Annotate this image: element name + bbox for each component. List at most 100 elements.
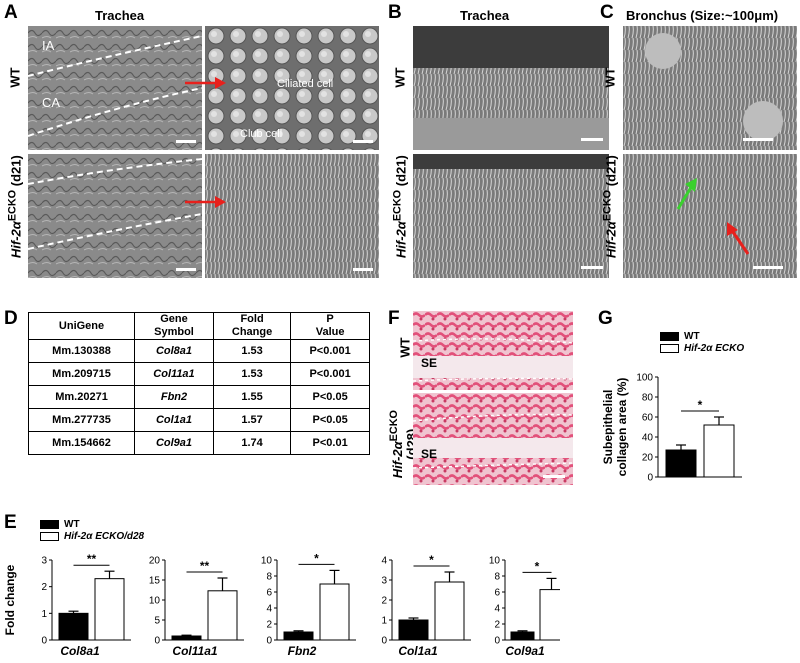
y-axis-label: collagen area (%): [615, 378, 629, 477]
y-tick-label: 0: [381, 636, 387, 647]
cell-unigene: Mm.277735: [27, 408, 136, 432]
cell-gene-symbol: Col8a1: [134, 339, 214, 363]
sem-b-ko: [413, 154, 609, 278]
cell-unigene: Mm.20271: [27, 385, 136, 409]
cell-p-value: P<0.01: [290, 431, 370, 455]
y-tick-label: 4: [381, 556, 387, 567]
bar-wt: [283, 631, 314, 641]
y-tick-label: 3: [381, 576, 387, 587]
x-axis-label: Fbn2: [288, 644, 317, 658]
bar-wt: [58, 612, 89, 641]
sem-b-wt: [413, 26, 609, 150]
chart-g: 0 20 40 60 80 100 * Subepithelial collagen area …: [601, 373, 742, 484]
panel-label-e: E: [4, 512, 17, 533]
row-label-wt-b: WT: [392, 67, 408, 88]
y-tick-label: 10: [149, 596, 161, 607]
se-label: SE: [421, 356, 438, 370]
y-axis-label: Subepithelial: [601, 390, 615, 465]
y-tick-label: 2: [41, 582, 47, 593]
bar-chart-fbn2: 0 2 4 6 8 10 * Fbn2: [261, 551, 356, 658]
panel-label-d: D: [4, 308, 18, 329]
legend-swatch-wt: [40, 519, 59, 529]
table-row: Mm.130388 Col8a1 1.53 P<0.001: [27, 339, 370, 363]
table-row: Mm.209715 Col11a1 1.53 P<0.001: [27, 362, 370, 386]
bar-ko: [703, 424, 735, 478]
y-tick-label: 40: [642, 433, 654, 444]
y-tick-label: 60: [642, 413, 654, 424]
y-tick-label: 15: [149, 576, 161, 587]
table-row: Mm.20271 Fbn2 1.55 P<0.05: [27, 385, 370, 409]
cell-p-value: P<0.001: [290, 362, 370, 386]
y-tick-label: 8: [494, 572, 500, 583]
cell-fold-change: 1.57: [212, 408, 292, 432]
header-unigene: UniGene: [27, 312, 136, 340]
cell-gene-symbol: Col9a1: [134, 431, 214, 455]
bar-ko: [434, 581, 465, 641]
y-tick-label: 4: [266, 604, 272, 615]
panel-b-title: Trachea: [460, 8, 510, 23]
sem-c-wt: [623, 26, 797, 150]
significance-mark: **: [87, 552, 97, 566]
panel-label-b: B: [388, 2, 402, 23]
bar-wt: [510, 631, 535, 641]
header-p-value: P Value: [290, 312, 370, 340]
y-tick-label: 2: [494, 620, 500, 631]
bar-wt: [398, 619, 429, 641]
legend-item-ko: Hif-2α ECKO/d28: [40, 530, 144, 542]
legend-e: WT Hif-2α ECKO/d28: [40, 518, 144, 542]
red-arrow-icon: [185, 77, 226, 89]
panel-a-title: Trachea: [95, 8, 145, 23]
cell-fold-change: 1.74: [212, 431, 292, 455]
x-axis-label: Col1a1: [398, 644, 438, 658]
y-tick-label: 2: [381, 596, 387, 607]
y-tick-label: 0: [494, 636, 500, 647]
row-label-ko-a: Hif-2αECKO (d21): [6, 155, 24, 259]
cell-fold-change: 1.55: [212, 385, 292, 409]
significance-mark: *: [535, 559, 540, 573]
legend-swatch-wt: [660, 331, 679, 341]
cell-fold-change: 1.53: [212, 339, 292, 363]
x-axis-label: Col9a1: [505, 644, 545, 658]
y-tick-label: 2: [266, 620, 272, 631]
cell-unigene: Mm.154662: [27, 431, 136, 455]
label-ca: CA: [42, 95, 61, 110]
bar-ko: [319, 583, 350, 641]
cell-p-value: P<0.05: [290, 385, 370, 409]
legend-swatch-ko: [660, 343, 679, 353]
significance-mark: *: [429, 553, 434, 567]
y-tick-label: 5: [154, 616, 160, 627]
legend-g: WT Hif-2α ECKO: [660, 330, 744, 354]
bar-chart-g: 0 20 40 60 80 100 * Subepithelial collagen area …: [601, 373, 742, 484]
row-label-wt-f: WT: [397, 337, 413, 358]
sem-c-ko: [623, 154, 797, 278]
bar-ko: [94, 578, 125, 641]
red-arrow-icon: [185, 196, 226, 208]
gene-table: UniGene Gene Symbol Fold Change P Value Mm.…: [27, 312, 370, 455]
panel-c-title: Bronchus (Size:~100μm): [626, 8, 779, 23]
bar-chart-col11a1: 0 5 10 15 20 ** Col11a1: [149, 556, 244, 658]
sem-a-ko-low: [28, 154, 202, 278]
bar-ko: [207, 590, 238, 641]
y-tick-label: 0: [647, 473, 653, 484]
y-tick-label: 4: [494, 604, 500, 615]
y-tick-label: 20: [149, 556, 161, 567]
y-axis-label: Fold change: [3, 564, 17, 635]
label-club-cell: Club cell: [240, 128, 283, 140]
label-ia: IA: [42, 38, 55, 53]
legend-swatch-ko: [40, 531, 59, 541]
cell-fold-change: 1.53: [212, 362, 292, 386]
cell-unigene: Mm.209715: [27, 362, 136, 386]
y-tick-label: 80: [642, 393, 654, 404]
bar-chart-col8a1: 0 1 2 3 ** Col8a1 Fold change: [3, 552, 131, 658]
significance-mark: **: [200, 559, 210, 573]
y-tick-label: 100: [636, 373, 653, 384]
bar-chart-col1a1: 0 1 2 3 4 * Col1a1: [381, 553, 471, 658]
table-header-row: UniGene Gene Symbol Fold Change P Value: [27, 312, 370, 340]
cell-unigene: Mm.130388: [27, 339, 136, 363]
y-tick-label: 0: [41, 636, 47, 647]
sem-a-ko-high: [205, 154, 379, 278]
row-label-ko-c: Hif-2αECKO (d21): [601, 155, 619, 259]
bar-wt: [171, 635, 202, 641]
se-label: SE: [421, 447, 438, 461]
